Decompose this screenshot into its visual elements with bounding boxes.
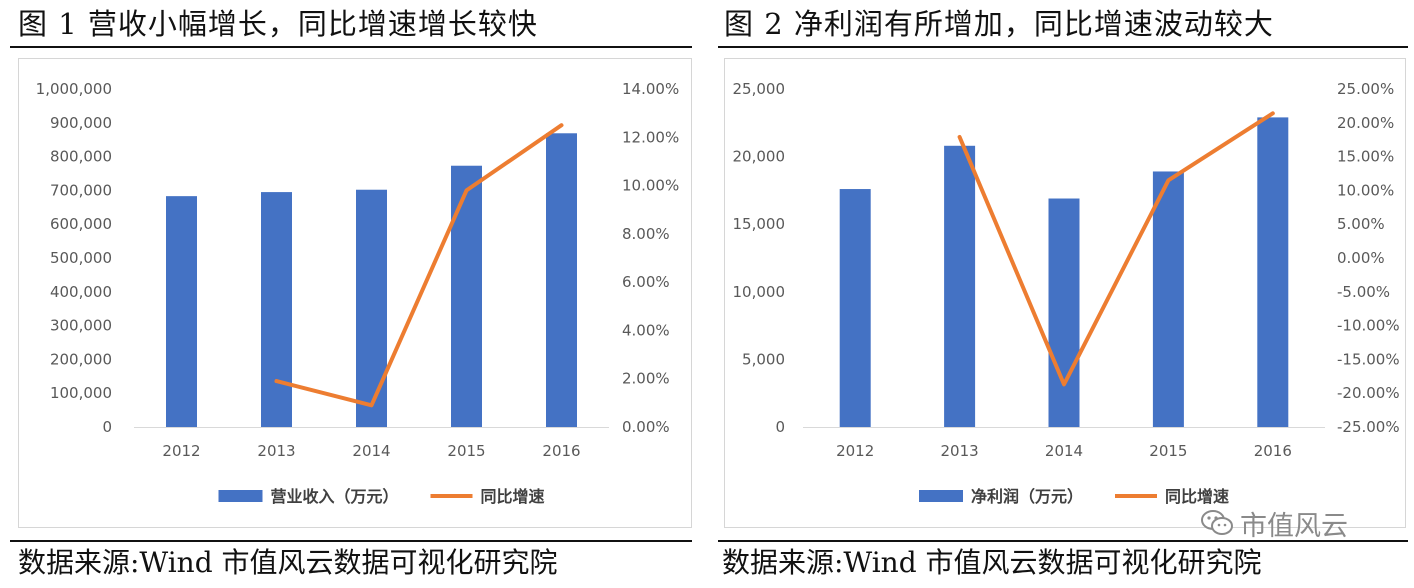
y-left-tick-label: 900,000 [50,114,112,132]
y-left-tick-label: 10,000 [733,283,786,301]
chart-2-panel: 0 5,000 10,000 15,000 20,000 25,000 -25.00% -20… [724,58,1406,528]
x-tick-label: 2014 [352,442,390,460]
y-right-tick-label: 4.00% [622,321,670,339]
y-right-tick-label: 10.00% [1337,181,1394,199]
x-tick-label: 2012 [836,442,874,460]
line-series-growth [274,123,564,408]
y-left-tick-label: 1,000,000 [36,80,112,98]
y-right-tick-label: -10.00% [1337,317,1400,335]
bar-2014 [1048,198,1080,427]
x-tick-label: 2015 [1149,442,1187,460]
y-left-tick-label: 600,000 [50,215,112,233]
y-left-tick-label: 0 [102,418,112,436]
chart-1-svg: 0 100,000 200,000 300,000 400,000 500,000 600,… [36,80,680,506]
watermark: 市值风云 [1200,503,1348,543]
y-left-tick-label: 400,000 [50,283,112,301]
y-right-tick-label: 12.00% [622,128,679,146]
x-tick-label: 2016 [1254,442,1292,460]
x-tick-label: 2012 [162,442,200,460]
bar-2012 [839,189,871,427]
y-left-tick-label: 700,000 [50,181,112,199]
y-right-tick-label: -5.00% [1337,283,1390,301]
y-right-tick-label: 5.00% [1337,215,1385,233]
source-rule-1 [10,540,692,542]
x-tick-label: 2014 [1045,442,1083,460]
y-left-tick-label: 200,000 [50,350,112,368]
figure-1-title: 图 1 营收小幅增长，同比增速增长较快 [18,7,538,41]
watermark-text: 市值风云 [1240,510,1348,542]
x-tick-label: 2013 [941,442,979,460]
y-right-tick-label: 2.00% [622,370,670,388]
y-right-tick-label: 0.00% [622,418,670,436]
legend-line-label: 同比增速 [1165,487,1229,506]
x-tick-label: 2016 [542,442,580,460]
legend-line-label: 同比增速 [481,487,545,506]
y-right-tick-label: 8.00% [622,225,670,243]
legend-bar-label: 营业收入（万元） [271,487,399,506]
figure-2-title-rule [718,46,1408,48]
legend-bar-label: 净利润（万元） [971,487,1083,506]
line-series-growth [957,111,1275,387]
wechat-icon [1201,510,1233,535]
source-text-1: 数据来源:Wind 市值风云数据可视化研究院 [18,546,558,579]
y-left-tick-label: 300,000 [50,317,112,335]
y-left-tick-label: 0 [775,418,785,436]
y-right-tick-label: 14.00% [622,80,679,98]
source-text-2: 数据来源:Wind 市值风云数据可视化研究院 [722,546,1262,579]
chart-1-panel: 0 100,000 200,000 300,000 400,000 500,000 600,… [18,58,692,528]
y-right-tick-label: -15.00% [1337,350,1400,368]
y-right-tick-label: 25.00% [1337,80,1394,98]
bar-2012 [166,196,197,427]
bar-2014 [356,189,387,427]
y-right-tick-label: -20.00% [1337,384,1400,402]
bar-2015 [1152,171,1184,427]
bar-2015 [451,165,482,427]
y-right-tick-label: 6.00% [622,273,670,291]
y-left-tick-label: 500,000 [50,249,112,267]
y-right-tick-label: 15.00% [1337,148,1394,166]
y-left-tick-label: 800,000 [50,148,112,166]
y-right-tick-label: -25.00% [1337,418,1400,436]
bar-2016 [1257,117,1289,427]
y-left-tick-label: 15,000 [733,215,786,233]
legend-bar-swatch [218,490,263,502]
x-tick-label: 2015 [447,442,485,460]
y-right-tick-label: 20.00% [1337,114,1394,132]
x-tick-label: 2013 [257,442,295,460]
y-left-tick-label: 100,000 [50,384,112,402]
legend-bar-swatch [919,490,963,502]
source-rule-2 [718,540,1408,542]
bar-2013 [261,192,292,427]
y-right-tick-label: 10.00% [622,177,679,195]
y-left-tick-label: 25,000 [733,80,786,98]
figure-2-title: 图 2 净利润有所增加，同比增速波动较大 [724,7,1274,41]
bar-2016 [546,133,577,427]
y-left-tick-label: 20,000 [733,148,786,166]
bar-2013 [944,145,976,427]
figure-1-title-rule [10,46,692,48]
y-right-tick-label: 0.00% [1337,249,1385,267]
y-left-tick-label: 5,000 [742,350,785,368]
chart-2-svg: 0 5,000 10,000 15,000 20,000 25,000 -25.00% -20… [733,80,1400,506]
